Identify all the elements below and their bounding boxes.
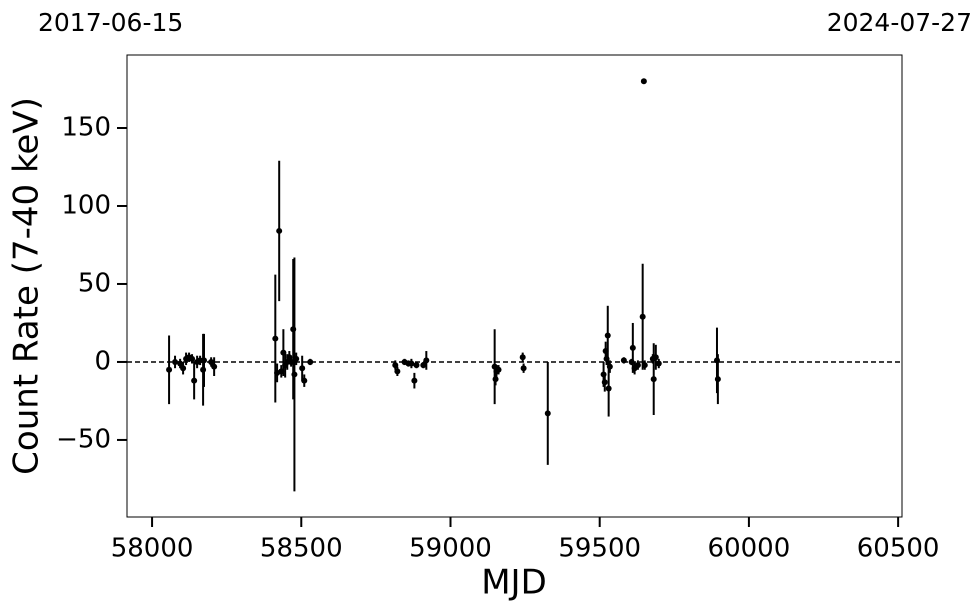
data-point (652, 354, 659, 361)
data-point (655, 360, 662, 367)
data-point (272, 335, 279, 342)
data-point (307, 358, 314, 365)
data-point (293, 355, 300, 362)
data-point (299, 365, 306, 372)
data-point (640, 78, 647, 85)
data-point (172, 358, 179, 365)
data-point (420, 362, 427, 369)
data-point (392, 362, 399, 369)
data-point (177, 360, 184, 367)
y-tick-label: −50 (56, 424, 111, 454)
data-point (641, 362, 648, 369)
x-tick-label: 60500 (857, 534, 940, 564)
data-point (301, 377, 308, 384)
y-axis-label: Count Rate (7-40 keV) (7, 97, 47, 475)
data-point (620, 357, 627, 364)
x-tick-label: 60000 (708, 534, 791, 564)
data-point (650, 376, 657, 383)
data-point (166, 366, 173, 373)
data-point (606, 363, 613, 370)
data-point (520, 365, 527, 372)
data-point (601, 379, 608, 386)
data-point (519, 354, 526, 361)
data-point (605, 385, 612, 392)
data-point (634, 362, 641, 369)
data-point (423, 357, 430, 364)
data-point (492, 376, 499, 383)
data-point (189, 355, 196, 362)
data-point (411, 377, 418, 384)
data-point (714, 376, 721, 383)
data-point (639, 313, 646, 320)
x-tick-label: 59000 (409, 534, 492, 564)
data-point (394, 368, 401, 375)
data-point (211, 363, 218, 370)
y-tick-label: 100 (61, 190, 111, 220)
y-tick-label: 150 (61, 112, 111, 142)
data-point (291, 371, 298, 378)
data-point (544, 410, 551, 417)
data-point (208, 358, 215, 365)
data-point (180, 365, 187, 372)
data-point (200, 357, 207, 364)
x-tick-label: 58000 (111, 534, 194, 564)
y-tick-label: 50 (78, 268, 111, 298)
y-tick-label: 0 (94, 346, 111, 376)
data-point (495, 366, 502, 373)
x-tick-label: 59500 (558, 534, 641, 564)
start-date: 2017-06-15 (38, 8, 183, 37)
data-point (408, 360, 415, 367)
data-point (629, 344, 636, 351)
data-point (604, 332, 611, 339)
x-tick-label: 58500 (260, 534, 343, 564)
data-point (413, 362, 420, 369)
x-axis-label: MJD (481, 563, 547, 603)
data-point (191, 377, 198, 384)
plot-frame (126, 54, 903, 518)
end-date: 2024-07-27 (827, 8, 972, 37)
data-point (276, 227, 283, 234)
